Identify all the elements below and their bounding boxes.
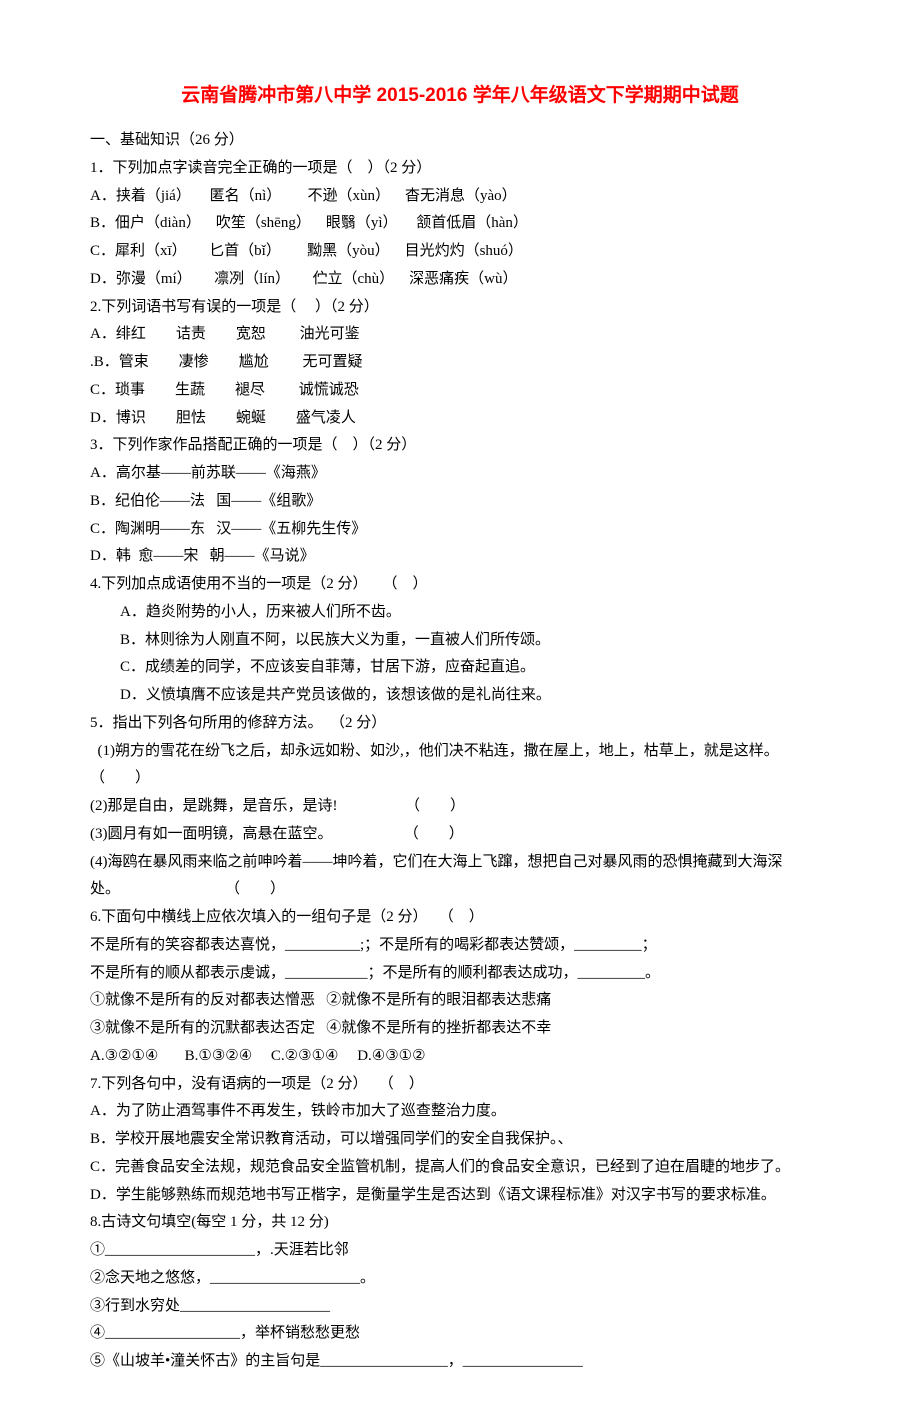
q7-option-d: D．学生能够熟练而规范地书写正楷字，是衡量学生是否达到《语文课程标准》对汉字书写… <box>90 1182 830 1210</box>
q3-option-a: A．高尔基——前苏联——《海燕》 <box>90 460 830 488</box>
q5-sub2: (2)那是自由，是跳舞，是音乐，是诗! （ ） <box>90 793 830 821</box>
q7-option-c: C．完善食品安全法规，规范食品安全监管机制，提高人们的食品安全意识，已经到了迫在… <box>90 1154 830 1182</box>
q8-stem: 8.古诗文句填空(每空 1 分，共 12 分) <box>90 1209 830 1237</box>
q7-option-b: B．学校开展地震安全常识教育活动，可以增强同学们的安全自我保护。、 <box>90 1126 830 1154</box>
q4-option-c: C．成绩差的同学，不应该妄自菲薄，甘居下游，应奋起直追。 <box>90 654 830 682</box>
q8-item4: ④__________________，举杯销愁愁更愁 <box>90 1320 830 1348</box>
q1-stem: 1．下列加点字读音完全正确的一项是（ ）（2 分） <box>90 155 830 183</box>
q6-line2: 不是所有的顺从都表示虔诚，___________；不是所有的顺利都表达成功，__… <box>90 960 830 988</box>
q8-item5: ⑤《山坡羊•潼关怀古》的主旨句是_________________，______… <box>90 1348 830 1376</box>
q5-stem: 5．指出下列各句所用的修辞方法。 （2 分） <box>90 710 830 738</box>
exam-title: 云南省腾冲市第八中学 2015-2016 学年八年级语文下学期期中试题 <box>90 78 830 113</box>
q2-option-c: C．琐事 生蔬 褪尽 诚慌诚恐 <box>90 377 830 405</box>
q1-option-a: A．挟着（jiá） 匿名（nì） 不逊（xùn） 杳无消息（yào） <box>90 183 830 211</box>
q3-option-b: B．纪伯伦——法 国——《组歌》 <box>90 488 830 516</box>
q4-stem: 4.下列加点成语使用不当的一项是（2 分） （ ） <box>90 571 830 599</box>
q6-line1: 不是所有的笑容都表达喜悦，__________;；不是所有的喝彩都表达赞颂，__… <box>90 932 830 960</box>
q5-sub3: (3)圆月有如一面明镜，高悬在蓝空。 （ ） <box>90 821 830 849</box>
q5-sub1-bottom: （ ） <box>90 765 830 793</box>
q8-item3: ③行到水穷处____________________ <box>90 1293 830 1321</box>
q4-option-a: A．趋炎附势的小人，历来被人们所不齿。 <box>90 599 830 627</box>
q1-option-c: C．犀利（xī） 匕首（bǐ） 黝黑（yòu） 目光灼灼（shuó） <box>90 238 830 266</box>
q3-option-c: C．陶渊明——东 汉——《五柳先生传》 <box>90 516 830 544</box>
q2-stem: 2.下列词语书写有误的一项是（ ）（2 分） <box>90 294 830 322</box>
q5-sub4-top: (4)海鸥在暴风雨来临之前呻吟着——坤吟着，它们在大海上飞蹿，想把自己对暴风雨的… <box>90 849 830 877</box>
q1-option-d: D．弥漫（mí） 凛冽（lín） 伫立（chù） 深恶痛疾（wù） <box>90 266 830 294</box>
q2-option-d: D．博识 胆怯 蜿蜒 盛气凌人 <box>90 405 830 433</box>
q6-line4: ③就像不是所有的沉默都表达否定 ④就像不是所有的挫折都表达不幸 <box>90 1015 830 1043</box>
q5-sub4-bottom: 处。 （ ） <box>90 876 830 904</box>
q6-stem: 6.下面句中横线上应依次填入的一组句子是（2 分） （ ） <box>90 904 830 932</box>
q2-option-b: .B．管束 凄惨 尴尬 无可置疑 <box>90 349 830 377</box>
q1-option-b: B．佃户（diàn） 吹笙（shēng） 眼翳（yì） 颔首低眉（hàn） <box>90 210 830 238</box>
q4-option-d: D．义愤填膺不应该是共产党员该做的，该想该做的是礼尚往来。 <box>90 682 830 710</box>
q7-option-a: A．为了防止酒驾事件不再发生，铁岭市加大了巡查整治力度。 <box>90 1098 830 1126</box>
section1-header: 一、基础知识（26 分） <box>90 127 830 155</box>
q5-sub1-top: (1)朔方的雪花在纷飞之后，却永远如粉、如沙,，他们决不粘连，撒在屋上，地上，枯… <box>90 738 830 766</box>
q3-stem: 3．下列作家作品搭配正确的一项是（ ）（2 分） <box>90 432 830 460</box>
q8-item1: ①____________________，.天涯若比邻 <box>90 1237 830 1265</box>
q6-line3: ①就像不是所有的反对都表达憎恶 ②就像不是所有的眼泪都表达悲痛 <box>90 987 830 1015</box>
q6-options: A.③②①④ B.①③②④ C.②③①④ D.④③①② <box>90 1043 830 1071</box>
q4-option-b: B．林则徐为人刚直不阿，以民族大义为重，一直被人们所传颂。 <box>90 627 830 655</box>
q3-option-d: D．韩 愈——宋 朝——《马说》 <box>90 543 830 571</box>
q8-item2: ②念天地之悠悠，____________________。 <box>90 1265 830 1293</box>
q7-stem: 7.下列各句中，没有语病的一项是（2 分） （ ） <box>90 1071 830 1099</box>
q2-option-a: A．绯红 诘责 宽恕 油光可鉴 <box>90 321 830 349</box>
